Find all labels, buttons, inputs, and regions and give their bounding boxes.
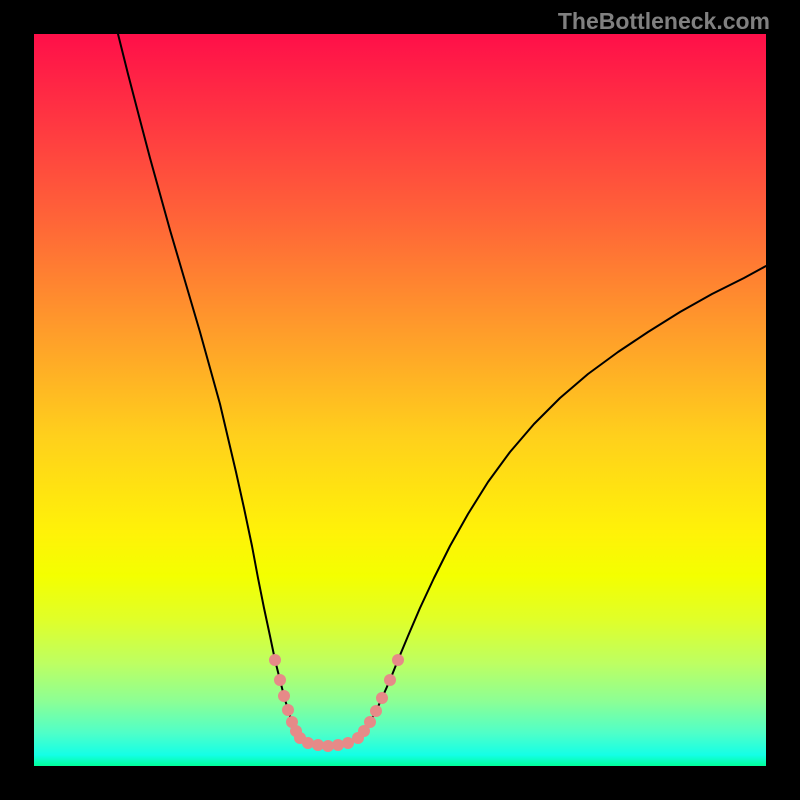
- valley-marker: [384, 674, 396, 686]
- bottleneck-curve: [118, 34, 766, 746]
- valley-marker: [332, 739, 344, 751]
- curve-layer: [34, 34, 766, 766]
- valley-marker: [282, 704, 294, 716]
- valley-marker: [364, 716, 376, 728]
- valley-marker: [370, 705, 382, 717]
- valley-marker: [278, 690, 290, 702]
- valley-marker: [274, 674, 286, 686]
- valley-marker: [269, 654, 281, 666]
- chart-frame: TheBottleneck.com: [0, 0, 800, 800]
- valley-marker-group: [269, 654, 404, 752]
- valley-marker: [392, 654, 404, 666]
- valley-marker: [376, 692, 388, 704]
- plot-area: [34, 34, 766, 766]
- valley-marker: [302, 737, 314, 749]
- watermark-text: TheBottleneck.com: [558, 8, 770, 35]
